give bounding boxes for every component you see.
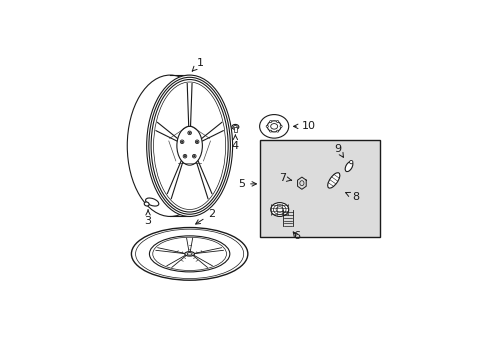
Text: 5: 5 bbox=[238, 179, 256, 189]
Ellipse shape bbox=[265, 125, 268, 127]
Ellipse shape bbox=[177, 126, 202, 165]
Ellipse shape bbox=[193, 156, 195, 157]
Ellipse shape bbox=[188, 132, 190, 134]
Ellipse shape bbox=[187, 131, 191, 135]
Text: 2: 2 bbox=[195, 209, 215, 224]
Ellipse shape bbox=[149, 236, 229, 272]
Text: 4: 4 bbox=[231, 135, 239, 151]
Ellipse shape bbox=[192, 154, 196, 158]
Ellipse shape bbox=[231, 125, 238, 129]
Ellipse shape bbox=[145, 198, 159, 206]
Ellipse shape bbox=[270, 123, 277, 129]
Bar bbox=[233, 127, 237, 132]
Text: 9: 9 bbox=[334, 144, 343, 157]
Ellipse shape bbox=[195, 140, 199, 144]
Ellipse shape bbox=[151, 80, 228, 212]
Ellipse shape bbox=[345, 162, 352, 172]
Ellipse shape bbox=[180, 140, 183, 144]
Ellipse shape bbox=[181, 141, 183, 143]
Ellipse shape bbox=[135, 229, 243, 279]
Ellipse shape bbox=[269, 130, 271, 132]
Ellipse shape bbox=[153, 82, 225, 210]
Ellipse shape bbox=[349, 161, 352, 164]
Ellipse shape bbox=[276, 130, 278, 132]
Ellipse shape bbox=[184, 252, 194, 256]
Ellipse shape bbox=[270, 203, 288, 216]
Ellipse shape bbox=[184, 156, 185, 157]
Text: 1: 1 bbox=[192, 58, 204, 71]
Ellipse shape bbox=[148, 77, 230, 214]
Ellipse shape bbox=[267, 121, 281, 132]
Ellipse shape bbox=[280, 125, 282, 127]
Ellipse shape bbox=[146, 75, 232, 216]
Ellipse shape bbox=[276, 121, 278, 122]
Text: 7: 7 bbox=[278, 173, 291, 183]
Ellipse shape bbox=[187, 253, 192, 255]
Ellipse shape bbox=[327, 173, 339, 188]
Ellipse shape bbox=[179, 129, 200, 163]
Text: 3: 3 bbox=[144, 210, 151, 226]
Ellipse shape bbox=[269, 121, 271, 122]
Ellipse shape bbox=[196, 141, 198, 143]
Ellipse shape bbox=[183, 154, 186, 158]
Bar bbox=[260, 140, 379, 237]
Ellipse shape bbox=[144, 202, 149, 206]
Text: 6: 6 bbox=[292, 231, 299, 241]
Text: 8: 8 bbox=[345, 192, 358, 202]
Ellipse shape bbox=[131, 228, 247, 280]
Ellipse shape bbox=[259, 114, 288, 138]
Ellipse shape bbox=[152, 237, 226, 270]
Ellipse shape bbox=[233, 126, 237, 128]
Text: 10: 10 bbox=[293, 121, 315, 131]
